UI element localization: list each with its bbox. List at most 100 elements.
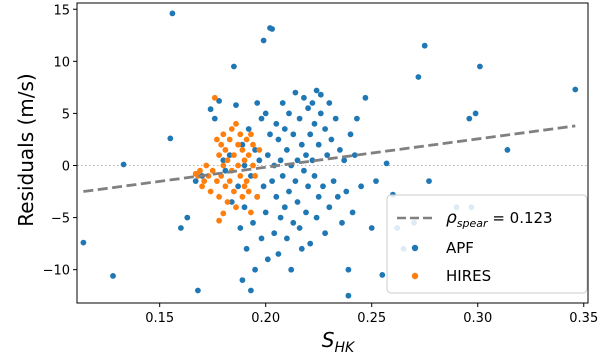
data-point-apf <box>222 167 229 174</box>
data-point-apf <box>250 219 256 226</box>
data-point-apf <box>264 152 271 159</box>
data-point-apf <box>195 287 201 294</box>
data-point-apf <box>258 235 265 242</box>
data-point-apf <box>235 183 242 190</box>
axes-frame <box>76 2 589 304</box>
data-point-apf <box>237 225 244 231</box>
y-axis-label: Residuals (m/s) <box>14 73 38 227</box>
data-point-hires <box>231 152 237 159</box>
data-point-hires <box>243 178 250 185</box>
y-tick-label: 10 <box>53 55 70 70</box>
data-point-apf <box>296 225 303 231</box>
data-point-hires <box>216 152 223 159</box>
data-point-apf <box>288 266 295 273</box>
data-point-apf <box>267 131 273 138</box>
data-point-apf <box>262 209 269 216</box>
x-tick-label: 0.25 <box>357 311 386 326</box>
data-point-apf <box>421 42 428 49</box>
data-points-layer <box>80 10 579 299</box>
data-point-hires <box>197 167 203 174</box>
data-point-apf <box>273 120 280 127</box>
x-axis-label-main: S <box>322 328 335 352</box>
data-point-apf <box>472 110 479 117</box>
data-point-apf <box>368 225 375 231</box>
data-point-apf <box>311 173 318 179</box>
series-apf <box>80 10 579 299</box>
data-point-apf <box>303 152 309 159</box>
data-point-apf <box>254 100 261 106</box>
data-point-apf <box>307 240 314 247</box>
axes-layer: 0.15 0.20 0.25 0.30 0.35 15 10 5 0 −5 −10 <box>43 2 598 326</box>
data-point-hires <box>252 173 258 179</box>
data-point-apf <box>277 214 284 221</box>
data-point-apf <box>298 245 305 252</box>
data-point-apf <box>415 74 422 80</box>
data-point-apf <box>273 193 280 200</box>
data-point-apf <box>239 141 246 148</box>
x-tick-label: 0.30 <box>463 311 492 326</box>
data-point-apf <box>248 173 254 179</box>
legend-trend-label: ρspear = 0.123 <box>446 208 553 230</box>
data-point-apf <box>358 183 364 190</box>
data-point-apf <box>309 100 316 106</box>
data-point-apf <box>345 292 352 299</box>
data-point-apf <box>264 256 271 263</box>
x-tick-label: 0.15 <box>145 311 174 326</box>
data-point-hires <box>233 120 239 127</box>
legend-apf-label: APF <box>446 239 474 257</box>
data-point-hires <box>203 162 210 169</box>
data-point-apf <box>110 273 116 279</box>
data-point-hires <box>250 141 256 148</box>
data-point-apf <box>341 157 348 164</box>
data-point-apf <box>301 94 307 101</box>
y-tick-label: 15 <box>53 3 70 18</box>
data-point-apf <box>284 235 290 242</box>
data-point-apf <box>226 152 233 159</box>
legend-rho-value: = 0.123 <box>488 209 553 227</box>
x-tick-label: 0.20 <box>251 311 280 326</box>
data-point-hires <box>241 157 248 164</box>
data-point-hires <box>216 217 223 224</box>
data-point-apf <box>296 115 303 122</box>
y-tick-label: 5 <box>62 107 70 122</box>
x-axis-label: SHK <box>322 328 356 352</box>
data-point-hires <box>248 131 254 138</box>
data-point-apf <box>477 63 483 70</box>
data-point-apf <box>228 199 235 205</box>
data-point-hires <box>233 204 239 211</box>
data-point-hires <box>207 188 214 195</box>
data-point-apf <box>337 147 343 153</box>
data-point-apf <box>305 105 311 112</box>
data-point-apf <box>322 126 328 132</box>
data-point-hires <box>231 188 237 195</box>
data-point-hires <box>218 141 225 148</box>
data-point-apf <box>281 204 288 211</box>
data-point-apf <box>279 100 286 106</box>
data-point-apf <box>211 115 218 122</box>
trend-line-layer <box>83 124 576 193</box>
data-point-apf <box>294 199 301 205</box>
data-point-apf <box>322 230 328 237</box>
data-point-hires <box>248 209 254 216</box>
data-point-apf <box>231 63 237 70</box>
data-point-hires <box>214 178 220 185</box>
data-point-apf <box>351 152 358 159</box>
data-point-apf <box>328 136 335 143</box>
data-point-hires <box>235 162 242 169</box>
data-point-apf <box>220 157 227 164</box>
trend-line <box>83 124 576 193</box>
data-point-apf <box>192 178 199 185</box>
data-point-apf <box>256 157 263 164</box>
y-tick-label: −10 <box>43 264 70 279</box>
data-point-hires <box>254 193 261 200</box>
data-point-apf <box>167 135 174 142</box>
data-point-hires <box>239 193 246 200</box>
legend-rho-symbol: ρ <box>446 208 457 228</box>
data-point-hires <box>222 183 229 190</box>
data-point-apf <box>252 147 258 153</box>
data-point-apf <box>307 131 314 138</box>
data-point-apf <box>248 287 254 294</box>
data-point-apf <box>332 115 339 122</box>
data-point-hires <box>220 131 227 138</box>
